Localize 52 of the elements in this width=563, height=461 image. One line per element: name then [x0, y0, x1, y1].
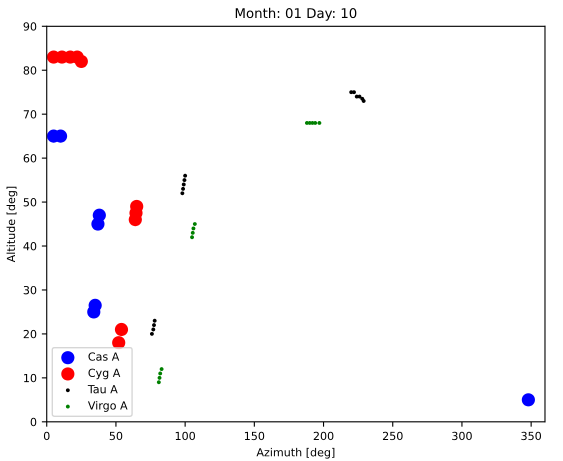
point [158, 376, 162, 380]
legend-label: Cyg A [88, 368, 120, 380]
point [160, 367, 164, 372]
x-tick-label: 50 [110, 432, 122, 440]
x-tick-label: 100 [176, 432, 195, 440]
point [358, 94, 362, 99]
chart-title: Month: 01 Day: 10 [236, 8, 356, 21]
point [152, 323, 156, 328]
y-axis-title: Altitude [deg] [6, 186, 18, 262]
point [190, 235, 194, 240]
y-tick-label: 0 [30, 418, 36, 426]
x-axis-title: Azimuth [deg] [256, 448, 334, 459]
point [158, 372, 162, 376]
point [182, 178, 186, 182]
y-tick-label: 80 [24, 66, 36, 75]
y-tick-label: 40 [23, 242, 36, 250]
point [180, 191, 184, 196]
point [92, 208, 106, 222]
point [181, 186, 186, 191]
point [156, 380, 161, 384]
point [152, 318, 157, 323]
point [114, 322, 128, 336]
legend-label: Virgo A [88, 401, 128, 412]
point [522, 393, 535, 406]
y-tick-label: 90 [24, 22, 36, 31]
point [88, 298, 102, 312]
x-tick-label: 300 [452, 432, 472, 440]
y-tick-label: 70 [24, 110, 36, 119]
legend-label: Cas A [88, 352, 120, 361]
point [150, 332, 154, 336]
x-tick-label: 0 [44, 432, 50, 440]
point [182, 182, 186, 186]
x-tick-label: 350 [521, 432, 542, 440]
y-tick-label: 30 [24, 286, 36, 294]
point [362, 99, 366, 103]
legend-label: Tau A [88, 385, 118, 394]
point [74, 54, 88, 68]
point [317, 121, 322, 125]
point [190, 230, 195, 235]
y-tick-label: 20 [24, 330, 36, 338]
y-tick-label: 50 [24, 198, 36, 206]
point [151, 328, 156, 332]
point [192, 222, 197, 226]
point [183, 174, 188, 178]
point [352, 90, 356, 94]
x-tick-label: 150 [244, 432, 264, 440]
y-tick-label: 10 [24, 374, 36, 382]
x-tick-label: 200 [314, 432, 334, 440]
point [313, 121, 318, 125]
point [191, 226, 196, 230]
x-tick-label: 250 [382, 432, 403, 440]
y-tick-label: 60 [24, 154, 36, 162]
